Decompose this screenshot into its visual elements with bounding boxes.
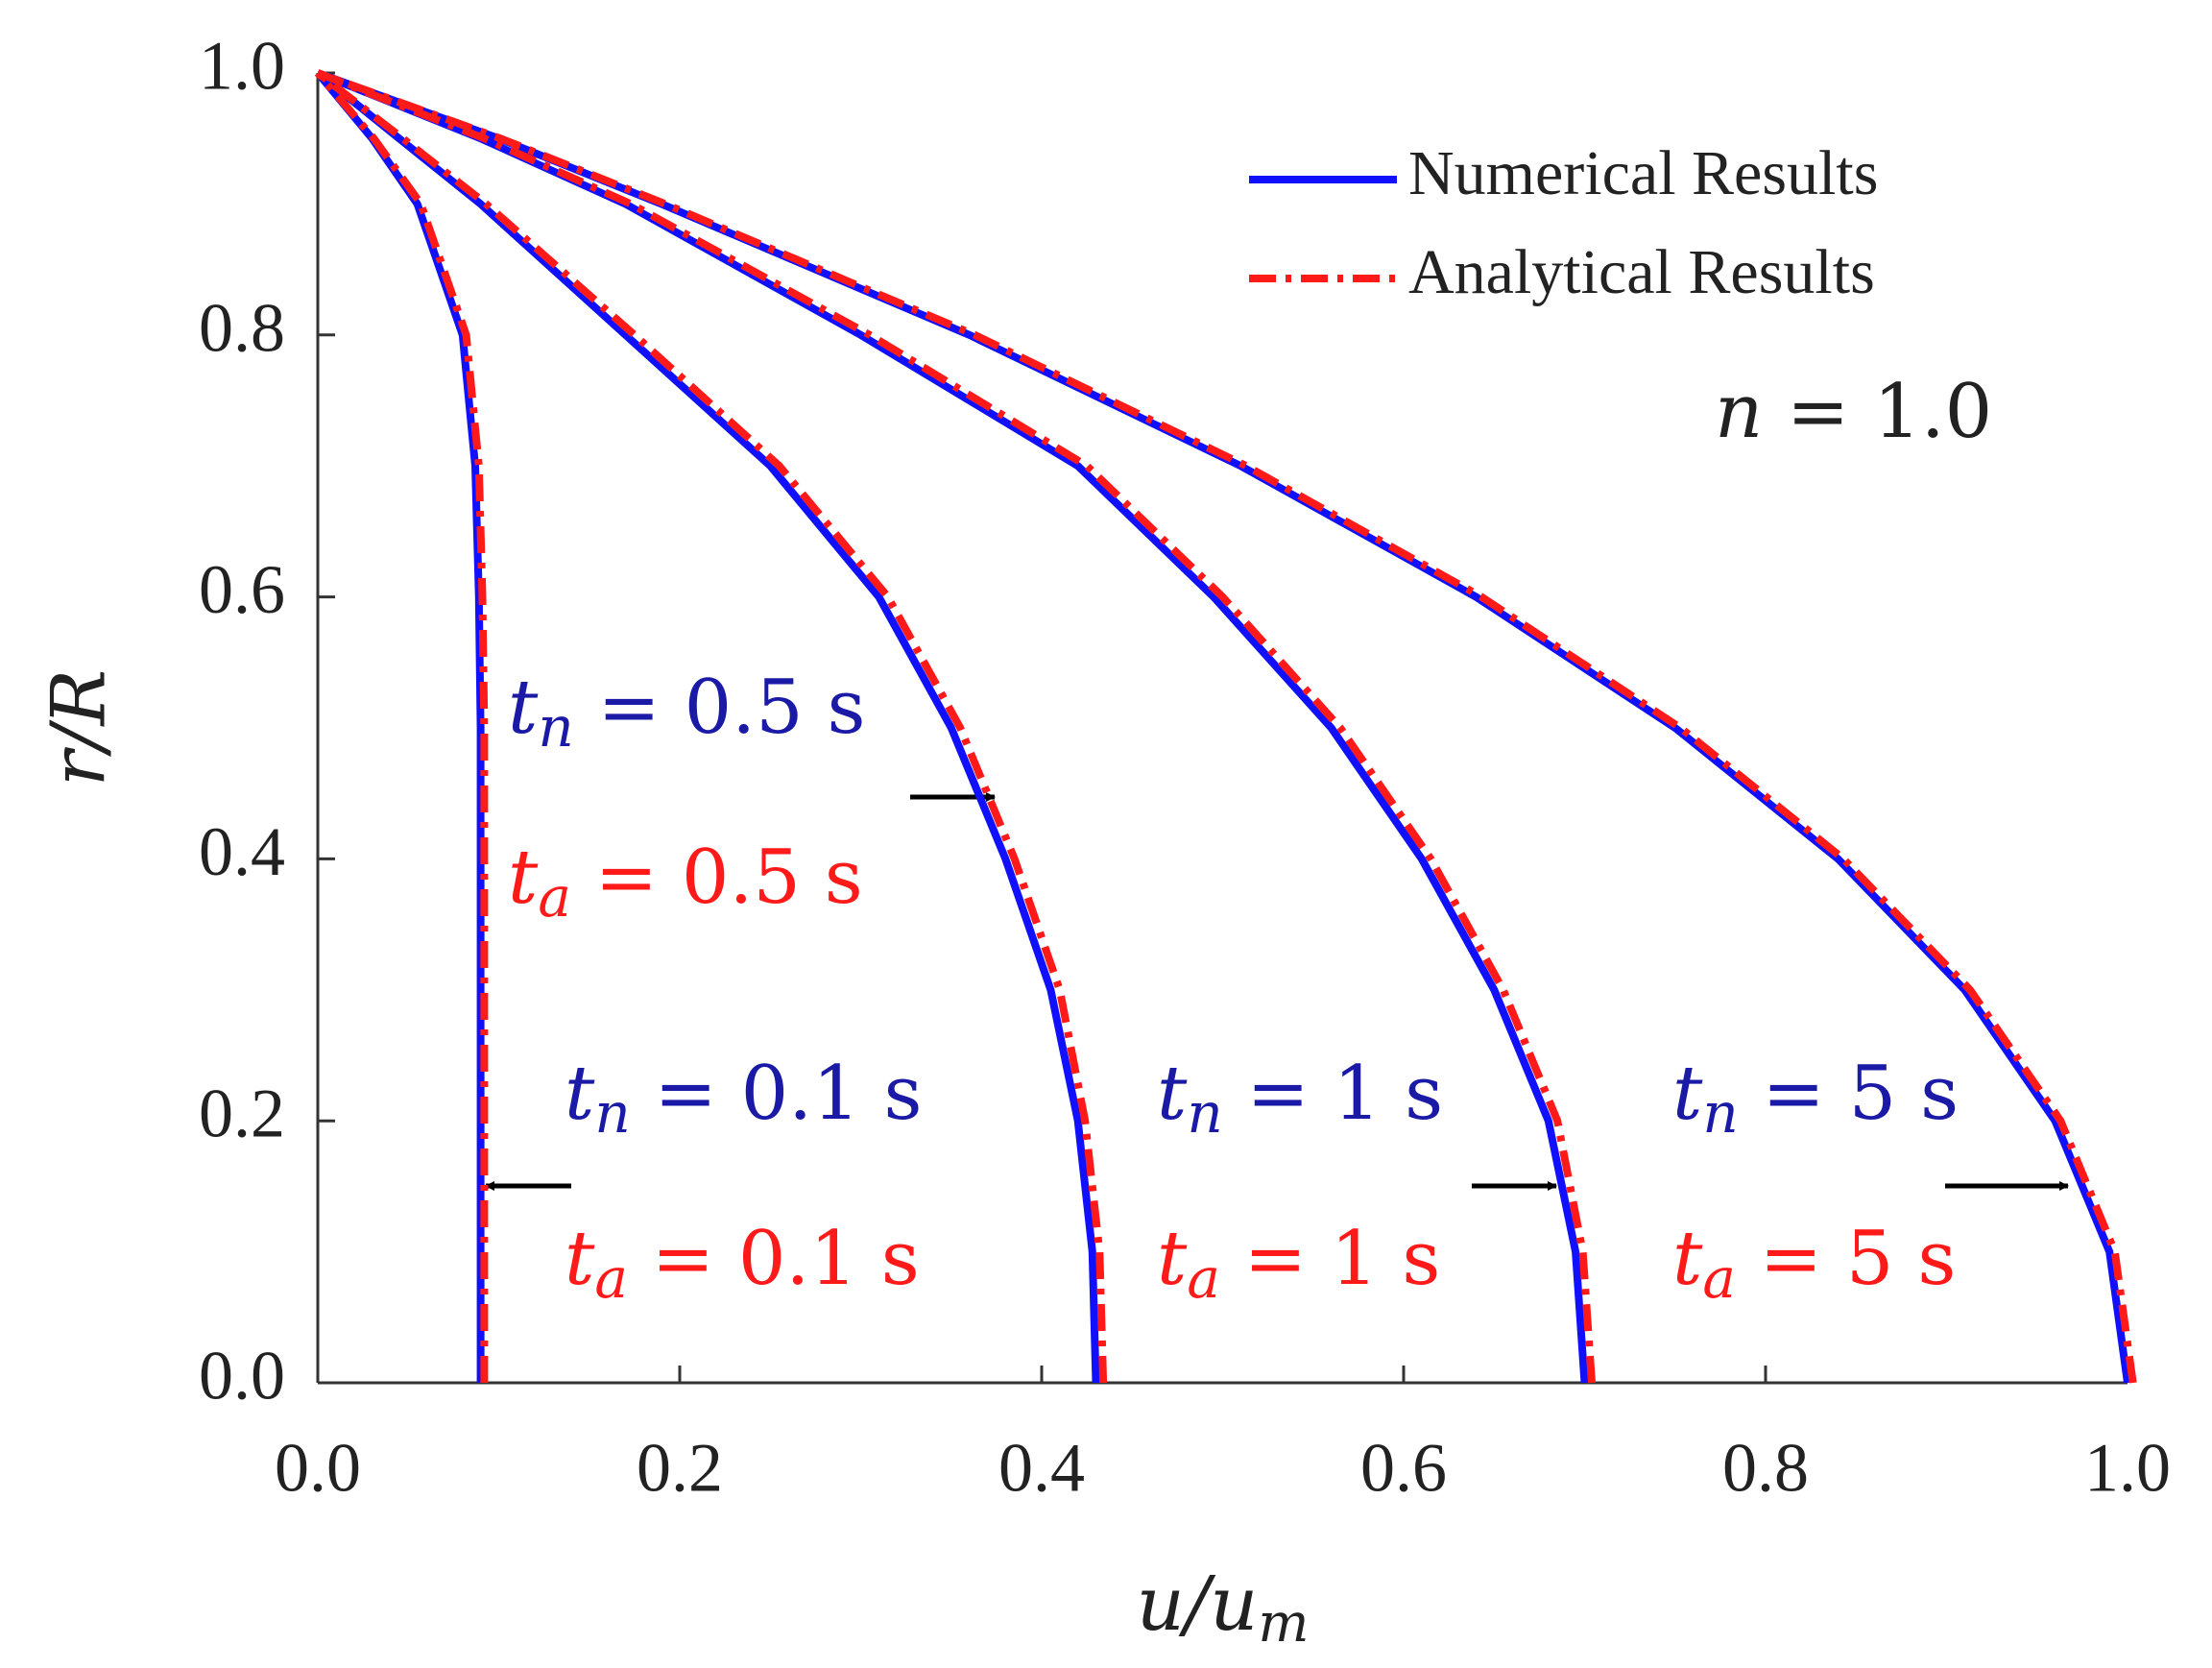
x-axis-label-main: u/u xyxy=(1137,1561,1259,1648)
y-tick-label: 0.6 xyxy=(199,551,285,628)
x-tick-label: 0.8 xyxy=(1722,1430,1809,1507)
annotation: ta = 0.1 s xyxy=(565,1216,920,1312)
annotation-sub: a xyxy=(538,864,571,930)
x-tick-label: 0.2 xyxy=(637,1430,723,1507)
annotation-rest: = 1 s xyxy=(1220,1216,1440,1302)
x-axis-label: u/um xyxy=(1137,1561,1310,1655)
y-tick-label: 0.0 xyxy=(199,1338,285,1414)
annotation-var: t xyxy=(1157,1051,1188,1137)
annotation-var: t xyxy=(1157,1216,1188,1302)
legend-label: Numerical Results xyxy=(1408,138,1878,208)
annotation-var: t xyxy=(508,834,539,921)
annotation: ta = 5 s xyxy=(1672,1216,1956,1312)
parameter-var: n xyxy=(1715,369,1763,455)
annotation-rest: = 0.1 s xyxy=(628,1216,920,1302)
y-tick-label: 0.2 xyxy=(199,1076,285,1152)
annotation-sub: n xyxy=(538,694,573,760)
annotation: tn = 5 s xyxy=(1672,1051,1959,1147)
curve xyxy=(316,69,2137,1384)
annotation-rest: = 1 s xyxy=(1223,1051,1443,1137)
annotation-rest: = 5 s xyxy=(1736,1216,1956,1302)
curve xyxy=(314,70,485,1383)
annotation-var: t xyxy=(1672,1051,1703,1137)
curve xyxy=(315,69,1108,1384)
annotation-sub: n xyxy=(1187,1080,1222,1146)
annotation-var: t xyxy=(1672,1216,1703,1302)
curve xyxy=(316,69,1589,1384)
y-axis-label: r/R xyxy=(36,669,123,786)
y-tick-label: 0.8 xyxy=(199,289,285,366)
annotation-rest: = 0.5 s xyxy=(574,665,866,751)
x-axis-label-sub: m xyxy=(1258,1592,1309,1655)
annotation: ta = 1 s xyxy=(1157,1216,1440,1312)
parameter-rest: = 1.0 xyxy=(1763,369,1992,455)
annotation-sub: a xyxy=(594,1245,628,1311)
annotation-rest: = 0.1 s xyxy=(631,1051,923,1137)
curve xyxy=(316,69,1596,1384)
x-tick-label: 0.4 xyxy=(998,1430,1085,1507)
annotation: tn = 0.1 s xyxy=(565,1051,923,1147)
legend-label: Analytical Results xyxy=(1408,237,1875,307)
annotation-sub: a xyxy=(1187,1245,1220,1311)
annotation: ta = 0.5 s xyxy=(508,834,863,931)
annotation-sub: n xyxy=(594,1080,630,1146)
annotation-rest: = 0.5 s xyxy=(571,834,863,921)
annotation-rest: = 5 s xyxy=(1739,1051,1959,1137)
x-tick-label: 1.0 xyxy=(2084,1430,2171,1507)
parameter-label: n = 1.0 xyxy=(1715,369,1992,455)
x-tick-label: 0.0 xyxy=(275,1430,361,1507)
annotation-var: t xyxy=(565,1051,595,1137)
y-tick-label: 1.0 xyxy=(199,28,285,105)
annotation-sub: n xyxy=(1702,1080,1738,1146)
annotation-var: t xyxy=(565,1216,595,1302)
y-tick-label: 0.4 xyxy=(199,813,285,890)
curve xyxy=(314,70,489,1383)
annotation: tn = 1 s xyxy=(1157,1051,1443,1147)
x-tick-label: 0.6 xyxy=(1360,1430,1447,1507)
annotation: tn = 0.5 s xyxy=(508,665,866,761)
annotation-var: t xyxy=(508,665,539,751)
annotation-sub: a xyxy=(1702,1245,1736,1311)
